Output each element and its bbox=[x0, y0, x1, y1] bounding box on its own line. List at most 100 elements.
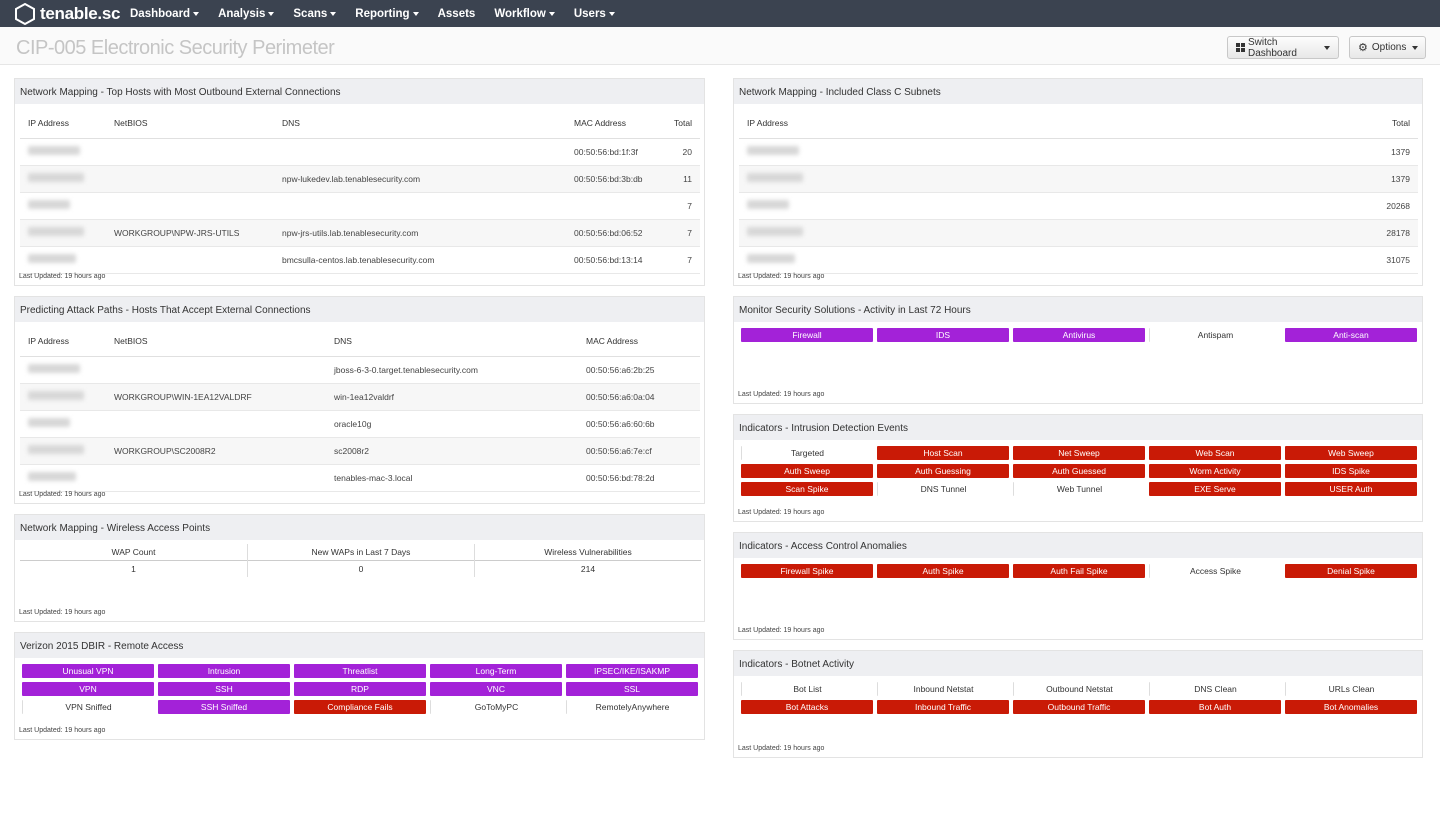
column-header[interactable]: Total bbox=[1299, 109, 1418, 139]
table-row[interactable]: WORKGROUP\NPW-JRS-UTILS npw-jrs-utils.lab… bbox=[20, 219, 700, 247]
indicator-bot-list[interactable]: Bot List bbox=[741, 682, 873, 696]
matrix-row: VPN Sniffed SSH Sniffed Compliance Fails Go… bbox=[20, 698, 700, 716]
indicator-bot-auth[interactable]: Bot Auth bbox=[1149, 700, 1281, 714]
indicator-ssh-sniffed[interactable]: SSH Sniffed bbox=[158, 700, 290, 714]
indicator-compliance-fails[interactable]: Compliance Fails bbox=[294, 700, 426, 714]
table-row[interactable]: tenables-mac-3.local 00:50:56:bd:78:2d bbox=[20, 464, 700, 492]
indicator-dns-clean[interactable]: DNS Clean bbox=[1149, 682, 1281, 696]
nav-users[interactable]: Users bbox=[574, 8, 615, 20]
table-row[interactable]: 7 bbox=[20, 192, 700, 220]
indicator-anti-scan[interactable]: Anti-scan bbox=[1285, 328, 1417, 342]
indicator-auth-fail-spike[interactable]: Auth Fail Spike bbox=[1013, 564, 1145, 578]
indicator-bot-anomalies[interactable]: Bot Anomalies bbox=[1285, 700, 1417, 714]
table-row[interactable]: 20268 bbox=[739, 192, 1418, 220]
indicator-ipsec-ike-isakmp[interactable]: IPSEC/IKE/ISAKMP bbox=[566, 664, 698, 678]
redacted-ip bbox=[28, 254, 76, 263]
indicator-threatlist[interactable]: Threatlist bbox=[294, 664, 426, 678]
table-cell bbox=[20, 246, 106, 274]
matrix-row: Bot Attacks Inbound Traffic Outbound Traff… bbox=[739, 698, 1419, 716]
table-row[interactable]: WORKGROUP\WIN-1EA12VALDRF win-1ea12valdrf… bbox=[20, 383, 700, 411]
indicator-intrusion[interactable]: Intrusion bbox=[158, 664, 290, 678]
table-row[interactable]: npw-lukedev.lab.tenablesecurity.com 00:50… bbox=[20, 165, 700, 193]
indicator-net-sweep[interactable]: Net Sweep bbox=[1013, 446, 1145, 460]
table-cell: 00:50:56:a6:0a:04 bbox=[578, 383, 700, 411]
indicator-antispam[interactable]: Antispam bbox=[1149, 328, 1281, 342]
matrix-cell: Scan Spike bbox=[739, 482, 875, 496]
indicator-exe-serve[interactable]: EXE Serve bbox=[1149, 482, 1281, 496]
indicator-rdp[interactable]: RDP bbox=[294, 682, 426, 696]
last-updated: Last Updated: 19 hours ago bbox=[19, 727, 106, 734]
indicator-vpn-sniffed[interactable]: VPN Sniffed bbox=[22, 700, 154, 714]
indicator-web-tunnel[interactable]: Web Tunnel bbox=[1013, 482, 1145, 496]
column-header[interactable]: NetBIOS bbox=[106, 109, 274, 139]
indicator-antivirus[interactable]: Antivirus bbox=[1013, 328, 1145, 342]
indicator-worm-activity[interactable]: Worm Activity bbox=[1149, 464, 1281, 478]
table-row[interactable]: bmcsulla-centos.lab.tenablesecurity.com 0… bbox=[20, 246, 700, 274]
nav-dashboard[interactable]: Dashboard bbox=[130, 7, 200, 20]
column-header[interactable]: NetBIOS bbox=[106, 327, 326, 357]
column-header[interactable]: IP Address bbox=[20, 109, 106, 139]
indicator-outbound-traffic[interactable]: Outbound Traffic bbox=[1013, 700, 1145, 714]
nav-workflow[interactable]: Workflow bbox=[494, 8, 555, 20]
gear-icon: ⚙ bbox=[1358, 42, 1368, 54]
column-header[interactable]: MAC Address bbox=[578, 327, 700, 357]
indicator-ids-spike[interactable]: IDS Spike bbox=[1285, 464, 1417, 478]
table-cell bbox=[20, 437, 106, 465]
indicator-vpn[interactable]: VPN bbox=[22, 682, 154, 696]
indicator-ids[interactable]: IDS bbox=[877, 328, 1009, 342]
indicator-vnc[interactable]: VNC bbox=[430, 682, 562, 696]
column-header[interactable]: DNS bbox=[326, 327, 578, 357]
nav-scans[interactable]: Scans bbox=[293, 8, 337, 20]
nav-label: Dashboard bbox=[130, 7, 191, 20]
column-header[interactable]: MAC Address bbox=[566, 109, 662, 139]
indicator-unusual-vpn[interactable]: Unusual VPN bbox=[22, 664, 154, 678]
switch-dashboard-button[interactable]: Switch Dashboard bbox=[1227, 36, 1339, 59]
indicator-inbound-netstat[interactable]: Inbound Netstat bbox=[877, 682, 1009, 696]
outbound-table: IP Address NetBIOS DNS MAC Address Total 00:… bbox=[20, 109, 700, 274]
indicator-firewall[interactable]: Firewall bbox=[741, 328, 873, 342]
indicator-web-scan[interactable]: Web Scan bbox=[1149, 446, 1281, 460]
column-header[interactable]: IP Address bbox=[739, 109, 1299, 139]
indicator-dns-tunnel[interactable]: DNS Tunnel bbox=[877, 482, 1009, 496]
options-button[interactable]: ⚙ Options bbox=[1349, 36, 1426, 59]
matrix-cell: USER Auth bbox=[1283, 482, 1419, 496]
indicator-targeted[interactable]: Targeted bbox=[741, 446, 873, 460]
indicator-scan-spike[interactable]: Scan Spike bbox=[741, 482, 873, 496]
matrix-cell: SSH Sniffed bbox=[156, 700, 292, 714]
indicator-outbound-netstat[interactable]: Outbound Netstat bbox=[1013, 682, 1145, 696]
indicator-auth-guessing[interactable]: Auth Guessing bbox=[877, 464, 1009, 478]
indicator-urls-clean[interactable]: URLs Clean bbox=[1285, 682, 1417, 696]
indicator-bot-attacks[interactable]: Bot Attacks bbox=[741, 700, 873, 714]
table-cell: 7 bbox=[662, 192, 700, 220]
indicator-auth-spike[interactable]: Auth Spike bbox=[877, 564, 1009, 578]
indicator-long-term[interactable]: Long-Term bbox=[430, 664, 562, 678]
table-row[interactable]: 00:50:56:bd:1f:3f 20 bbox=[20, 138, 700, 166]
indicator-remotelyanywhere[interactable]: RemotelyAnywhere bbox=[566, 700, 698, 714]
indicator-firewall-spike[interactable]: Firewall Spike bbox=[741, 564, 873, 578]
indicator-ssl[interactable]: SSL bbox=[566, 682, 698, 696]
column-header[interactable]: IP Address bbox=[20, 327, 106, 357]
indicator-inbound-traffic[interactable]: Inbound Traffic bbox=[877, 700, 1009, 714]
brand-logo[interactable]: tenable.sc bbox=[0, 0, 130, 27]
nav-assets[interactable]: Assets bbox=[438, 8, 476, 20]
table-row[interactable]: 1379 bbox=[739, 165, 1418, 193]
indicator-access-spike[interactable]: Access Spike bbox=[1149, 564, 1281, 578]
table-row[interactable]: WORKGROUP\SC2008R2 sc2008r2 00:50:56:a6:7e… bbox=[20, 437, 700, 465]
indicator-user-auth[interactable]: USER Auth bbox=[1285, 482, 1417, 496]
table-row[interactable]: 28178 bbox=[739, 219, 1418, 247]
nav-analysis[interactable]: Analysis bbox=[218, 8, 275, 20]
indicator-auth-guessed[interactable]: Auth Guessed bbox=[1013, 464, 1145, 478]
indicator-denial-spike[interactable]: Denial Spike bbox=[1285, 564, 1417, 578]
indicator-host-scan[interactable]: Host Scan bbox=[877, 446, 1009, 460]
table-row[interactable]: jboss-6-3-0.target.tenablesecurity.com 00… bbox=[20, 356, 700, 384]
column-header[interactable]: Total bbox=[662, 109, 700, 139]
nav-reporting[interactable]: Reporting bbox=[355, 8, 419, 20]
indicator-auth-sweep[interactable]: Auth Sweep bbox=[741, 464, 873, 478]
indicator-ssh[interactable]: SSH bbox=[158, 682, 290, 696]
indicator-web-sweep[interactable]: Web Sweep bbox=[1285, 446, 1417, 460]
table-row[interactable]: 31075 bbox=[739, 246, 1418, 274]
table-row[interactable]: oracle10g 00:50:56:a6:60:6b bbox=[20, 410, 700, 438]
indicator-gotomypc[interactable]: GoToMyPC bbox=[430, 700, 562, 714]
column-header[interactable]: DNS bbox=[274, 109, 566, 139]
table-row[interactable]: 1379 bbox=[739, 138, 1418, 166]
